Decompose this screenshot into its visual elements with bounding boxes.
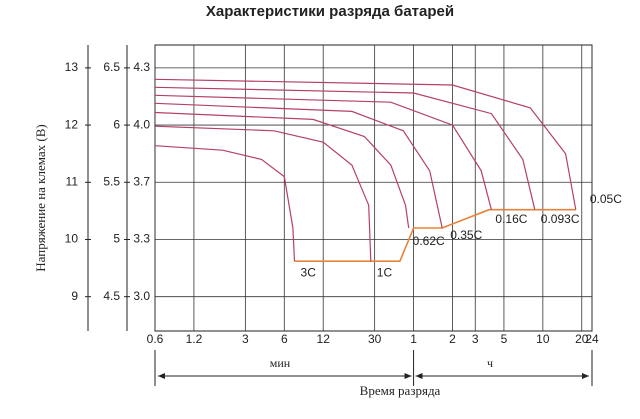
discharge-curve (154, 86, 536, 210)
cutoff-line (294, 208, 576, 262)
series-label: 0.05C (590, 192, 622, 206)
series-label: 1C (377, 265, 393, 279)
y2-tick-label: 12 (65, 117, 79, 131)
series-label: 0.35C (450, 228, 482, 242)
discharge-curve (154, 94, 492, 210)
discharge-curve (154, 102, 443, 229)
x-tick-label: 24 (585, 332, 599, 346)
series-label: 3C (301, 265, 317, 279)
y2-tick-label: 9 (71, 289, 78, 303)
x-tick-label: 1 (410, 332, 417, 346)
discharge-curve (154, 125, 372, 262)
x-tick-label: 5 (501, 332, 508, 346)
x-tick-label: 2 (449, 332, 456, 346)
y3-tick-label: 4.0 (133, 117, 150, 131)
series-label: 0.093C (541, 212, 580, 226)
y3-tick-label: 3.0 (133, 289, 150, 303)
discharge-curve (154, 78, 577, 210)
y-tick-label: 4.5 (103, 289, 120, 303)
y-tick-label: 6.5 (103, 60, 120, 74)
series-label: 0.16C (495, 212, 527, 226)
x-tick-label: 12 (317, 332, 331, 346)
x-unit-label: мин (270, 356, 291, 370)
y-tick-label: 6 (113, 117, 120, 131)
x-unit-label: ч (487, 356, 493, 370)
x-tick-label: 3 (242, 332, 249, 346)
x-tick-label: 6 (281, 332, 288, 346)
x-tick-label: 30 (368, 332, 382, 346)
x-tick-label: 20 (575, 332, 589, 346)
y2-tick-label: 10 (65, 232, 79, 246)
y-axis-title: Напряжение на клемах (В) (33, 124, 48, 271)
y-tick-label: 5.5 (103, 174, 120, 188)
discharge-curve (154, 145, 296, 262)
plot-frame (154, 44, 593, 332)
discharge-curve (154, 111, 410, 229)
y3-tick-label: 3.7 (133, 174, 150, 188)
x-tick-label: 1.2 (186, 332, 203, 346)
x-tick-label: 10 (536, 332, 550, 346)
x-axis-title: Время разряда (360, 383, 441, 398)
y-tick-label: 5 (113, 232, 120, 246)
x-tick-label: 0.6 (147, 332, 164, 346)
chart-title: Характеристики разряда батарей (206, 3, 454, 20)
y3-tick-label: 3.3 (133, 232, 150, 246)
y2-tick-label: 11 (66, 174, 79, 188)
y2-tick-label: 13 (65, 60, 79, 74)
y3-tick-label: 4.3 (133, 60, 150, 74)
x-tick-label: 3 (472, 332, 479, 346)
series-label: 0.62C (413, 234, 445, 248)
